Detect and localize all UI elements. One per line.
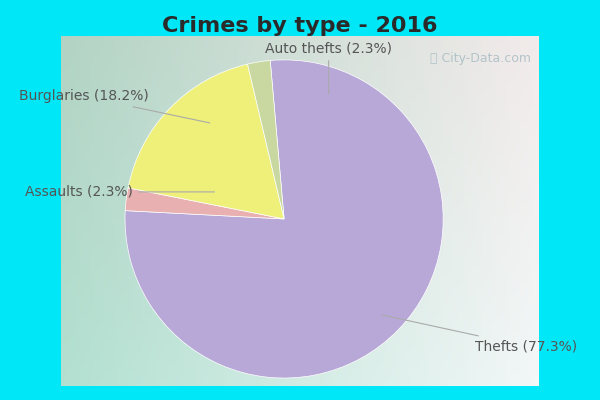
Text: Crimes by type - 2016: Crimes by type - 2016 (162, 16, 438, 36)
Wedge shape (125, 60, 443, 378)
Text: Thefts (77.3%): Thefts (77.3%) (382, 315, 577, 353)
Text: Auto thefts (2.3%): Auto thefts (2.3%) (265, 41, 392, 94)
Wedge shape (125, 188, 284, 219)
Text: ⓘ City-Data.com: ⓘ City-Data.com (430, 52, 530, 65)
Text: Burglaries (18.2%): Burglaries (18.2%) (19, 90, 210, 123)
Wedge shape (128, 64, 284, 219)
Text: Assaults (2.3%): Assaults (2.3%) (25, 185, 214, 199)
Wedge shape (248, 60, 284, 219)
